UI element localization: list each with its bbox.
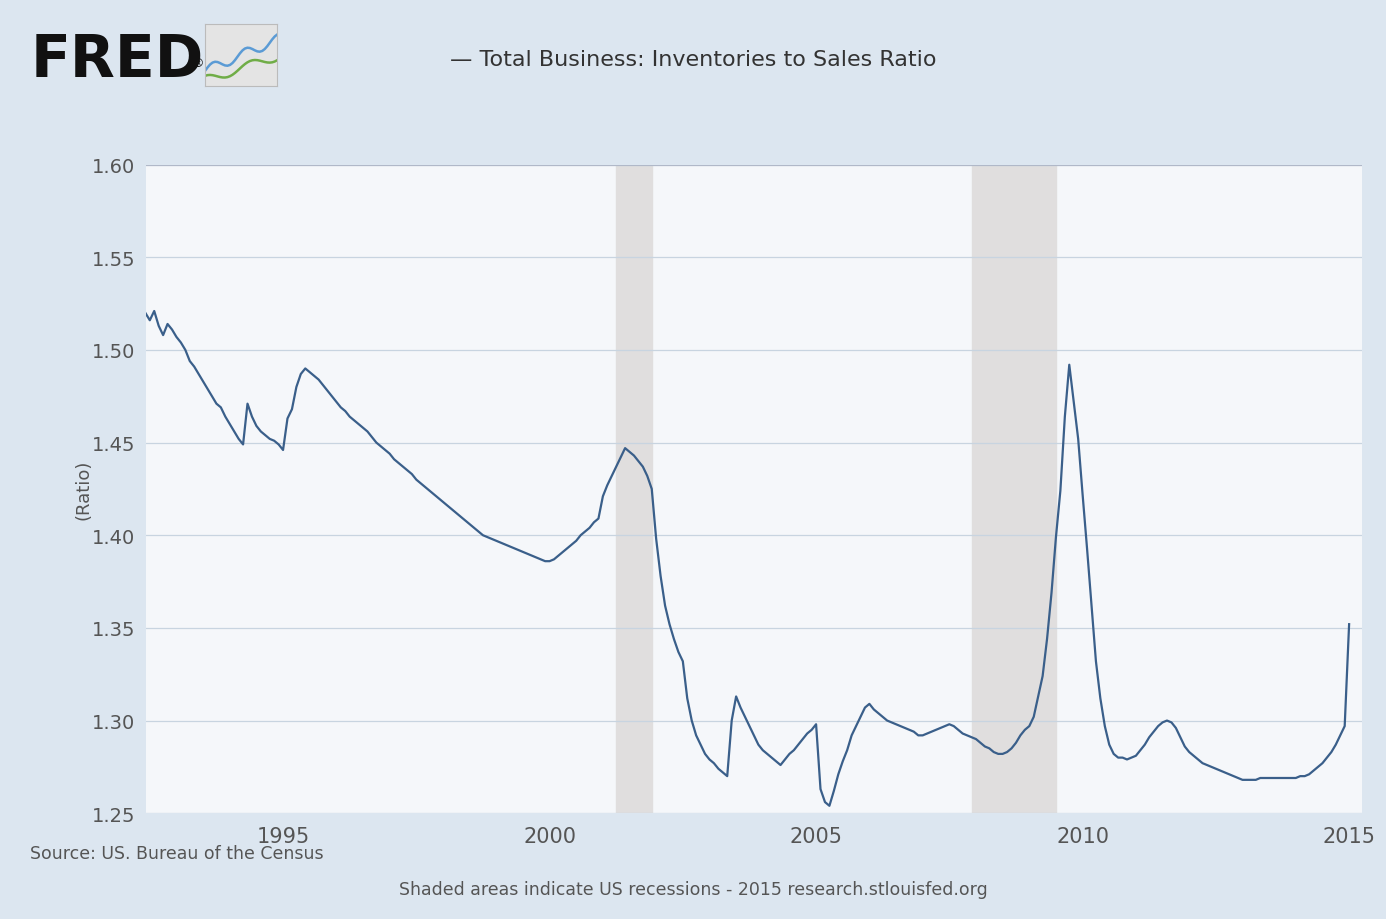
Text: — Total Business: Inventories to Sales Ratio: — Total Business: Inventories to Sales R… — [449, 50, 937, 70]
Text: FRED: FRED — [30, 32, 204, 89]
Text: Shaded areas indicate US recessions - 2015 research.stlouisfed.org: Shaded areas indicate US recessions - 20… — [399, 880, 987, 899]
Bar — [617, 165, 651, 813]
Text: Source: US. Bureau of the Census: Source: US. Bureau of the Census — [30, 844, 324, 862]
Bar — [972, 165, 1056, 813]
Y-axis label: (Ratio): (Ratio) — [75, 460, 91, 519]
Text: ®: ® — [191, 57, 204, 70]
